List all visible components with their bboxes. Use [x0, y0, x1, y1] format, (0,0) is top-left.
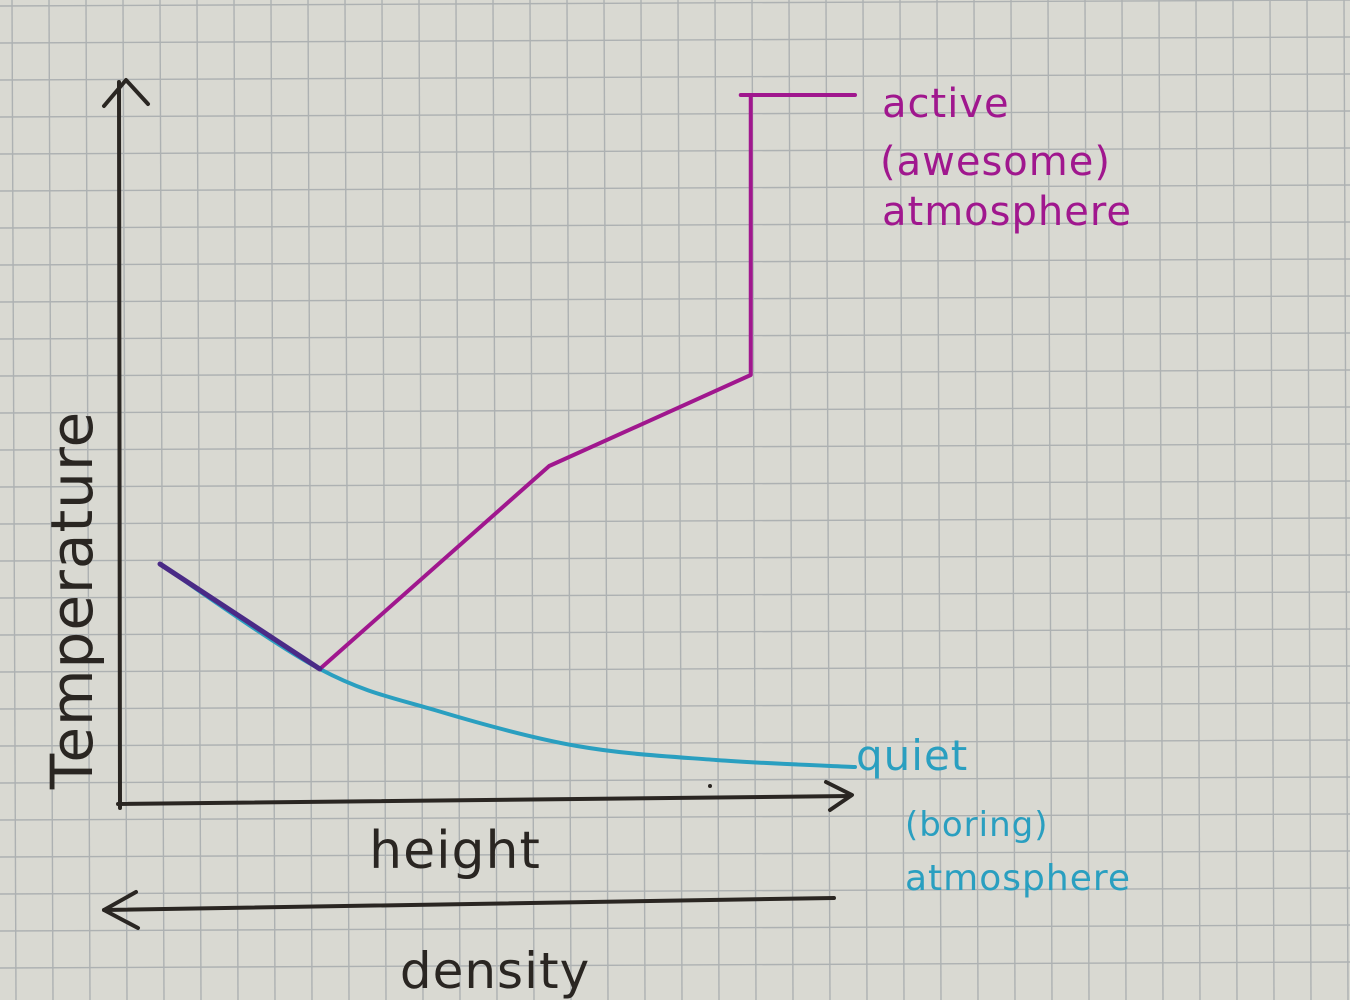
- grid-line: [0, 443, 1350, 451]
- grid-line: [418, 0, 424, 1000]
- grid-line: [196, 0, 202, 1000]
- grid-line: [1343, 0, 1349, 1000]
- y-axis-arrowhead: [102, 78, 150, 108]
- x-axis-arrowhead: [824, 780, 854, 812]
- grid-line: [0, 887, 1350, 895]
- grid-line: [825, 0, 831, 1000]
- density-axis-label: density: [400, 942, 590, 1000]
- grid-line: [344, 0, 350, 1000]
- grid-line: [0, 628, 1350, 636]
- grid-line: [0, 924, 1350, 932]
- grid-line: [936, 0, 942, 1000]
- grid-line: [862, 0, 868, 1000]
- grid-line: [1158, 0, 1164, 1000]
- legend-quiet-line-1: quiet: [856, 731, 968, 780]
- grid-line: [1306, 0, 1312, 1000]
- grid-line: [0, 739, 1350, 747]
- y-axis-label: Temperature: [38, 411, 106, 790]
- pen-dot: [708, 784, 712, 788]
- grid-line: [1195, 0, 1201, 1000]
- grid-line: [677, 0, 683, 1000]
- grid-line: [0, 554, 1350, 562]
- grid-line: [603, 0, 609, 1000]
- grid-line: [48, 0, 54, 1000]
- grid-line: [973, 0, 979, 1000]
- legend-quiet-line-2: (boring): [905, 805, 1048, 845]
- legend-active-line-3: atmosphere: [882, 189, 1132, 235]
- grid-line: [307, 0, 313, 1000]
- legend-active-line-1: active: [882, 81, 1010, 127]
- x-axis-label: height: [369, 821, 541, 881]
- grid-line: [788, 0, 794, 1000]
- grid-line: [1010, 0, 1016, 1000]
- density-axis-arrowhead: [102, 890, 140, 930]
- grid-line: [11, 0, 17, 1000]
- grid-line: [1269, 0, 1275, 1000]
- grid-line: [0, 73, 1350, 81]
- grid-line: [492, 0, 498, 1000]
- grid-line: [714, 0, 720, 1000]
- grid-line: [0, 184, 1350, 192]
- grid-line: [0, 961, 1350, 969]
- grid-line: [0, 665, 1350, 673]
- grid-line: [159, 0, 165, 1000]
- x-axis-line: [116, 794, 852, 806]
- grid-line: [0, 369, 1350, 377]
- grid-line: [640, 0, 646, 1000]
- series-line-active: [158, 93, 857, 671]
- grid-line: [233, 0, 239, 1000]
- grid-line: [455, 0, 461, 1000]
- grid-line: [1232, 0, 1238, 1000]
- grid-line: [0, 776, 1350, 784]
- grid-line: [0, 36, 1350, 44]
- grid-line: [0, 517, 1350, 525]
- grid-line: [0, 813, 1350, 821]
- grid-line: [0, 332, 1350, 340]
- grid-line: [0, 702, 1350, 710]
- grid-line: [1047, 0, 1053, 1000]
- series-overlap-segment: [157, 561, 323, 672]
- grid-line: [0, 591, 1350, 599]
- grid-line: [122, 0, 128, 1000]
- grid-line: [0, 221, 1350, 229]
- grid-line: [0, 850, 1350, 858]
- grid-line: [529, 0, 535, 1000]
- grid-line: [1084, 0, 1090, 1000]
- grid-line: [566, 0, 572, 1000]
- grid-line: [899, 0, 905, 1000]
- density-axis-line: [102, 896, 836, 912]
- grid-line: [0, 0, 1350, 7]
- grid-line: [270, 0, 276, 1000]
- grid-line: [0, 258, 1350, 266]
- grid-line: [85, 0, 91, 1000]
- grid-line: [0, 295, 1350, 303]
- grid-line: [0, 110, 1350, 118]
- grid-line: [0, 480, 1350, 488]
- y-axis-line: [117, 80, 122, 810]
- grid-line: [1121, 0, 1127, 1000]
- grid-line: [0, 147, 1350, 155]
- legend-quiet-line-3: atmosphere: [905, 858, 1131, 899]
- grid-line: [381, 0, 387, 1000]
- legend-active-line-2: (awesome): [880, 139, 1111, 185]
